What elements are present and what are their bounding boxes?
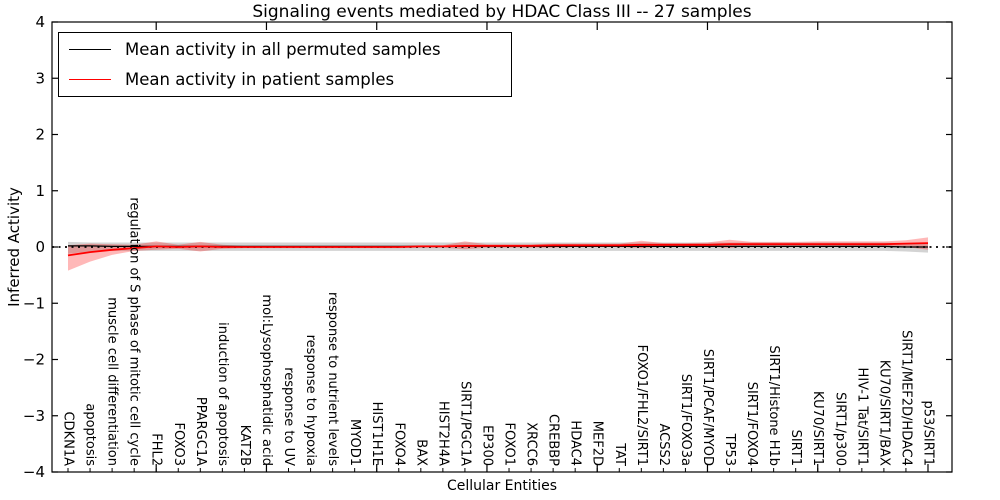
x-category-label: muscle cell differentiation	[105, 297, 120, 466]
y-tick-label: 0	[35, 238, 45, 256]
y-tick-label: −2	[23, 351, 45, 369]
x-category-label: FOXO1/FHL2/SIRT1	[634, 345, 649, 466]
y-tick-label: −4	[23, 463, 45, 481]
x-category-label: SIRT1/MEF2D/HDAC4	[898, 330, 913, 466]
x-category-label: p53/SIRT1	[921, 400, 936, 466]
x-category-label: ACSS2	[656, 423, 671, 466]
x-category-label: TP53	[722, 433, 737, 466]
legend-item-patient: Mean activity in patient samples	[59, 66, 511, 94]
chart-title: Signaling events mediated by HDAC Class …	[252, 2, 752, 22]
x-category-label: SIRT1/p300	[832, 392, 847, 466]
x-category-label: FHL2	[149, 433, 164, 466]
series-line-1	[67, 242, 929, 257]
x-category-label: KU70/SIRT1/BAX	[876, 360, 891, 466]
x-category-label: apoptosis	[83, 403, 98, 466]
x-category-label: MEF2D	[590, 421, 605, 466]
legend-label-permuted: Mean activity in all permuted samples	[125, 39, 441, 59]
x-category-label: KU70/SIRT1	[810, 391, 825, 466]
x-category-label: SIRT1/PGC1A	[457, 381, 472, 466]
x-category-label: response to UV	[281, 367, 296, 466]
x-axis-title: Cellular Entities	[446, 478, 558, 494]
x-category-label: HIV-1 Tat/SIRT1	[854, 368, 869, 466]
x-category-label: SIRT1/FOXO4	[744, 382, 759, 466]
y-axis-title: Inferred Activity	[5, 187, 23, 307]
x-category-label: mol:Lysophosphatidic acid	[259, 294, 274, 466]
x-category-label: TAT	[612, 442, 627, 466]
x-category-label: MYOD1	[347, 419, 362, 466]
series-band-1	[68, 237, 928, 271]
legend-line-permuted-icon	[69, 48, 111, 50]
x-category-label: HIST2H4A	[435, 401, 450, 466]
x-category-label: HIST1H1E	[369, 402, 384, 466]
legend-label-patient: Mean activity in patient samples	[125, 70, 395, 90]
x-category-label: CREBBP	[546, 414, 561, 466]
y-tick-label: 4	[35, 13, 45, 31]
y-tick-label: 1	[35, 182, 45, 200]
x-category-label: induction of apoptosis	[215, 322, 230, 466]
x-category-label: SIRT1/Histone H1b	[766, 345, 781, 466]
x-category-label: SIRT1/PCAF/MYOD	[700, 349, 715, 466]
legend-line-patient-icon	[69, 79, 111, 81]
x-category-label: SIRT1	[788, 430, 803, 466]
x-category-label: SIRT1/FOXO3a	[678, 374, 693, 466]
x-category-label: FOXO3	[171, 423, 186, 466]
x-category-label: BAX	[413, 439, 428, 466]
x-category-label: FOXO4	[391, 423, 406, 466]
x-category-label: regulation of S phase of mitotic cell cy…	[127, 197, 142, 466]
x-category-label: response to nutrient levels	[325, 292, 340, 466]
x-category-label: XRCC6	[524, 422, 539, 466]
x-category-label: PPARGC1A	[193, 397, 208, 466]
legend: Mean activity in all permuted samples Me…	[58, 32, 512, 97]
x-category-label: HDAC4	[568, 420, 583, 466]
x-category-label: FOXO1	[502, 423, 517, 466]
y-tick-label: −3	[23, 407, 45, 425]
x-category-label: EP300	[480, 425, 495, 466]
x-category-label: KAT2B	[237, 425, 252, 466]
y-tick-label: 3	[35, 69, 45, 87]
x-category-label: CDKN1A	[61, 411, 76, 466]
legend-item-permuted: Mean activity in all permuted samples	[59, 35, 511, 63]
y-tick-label: −1	[23, 294, 45, 312]
y-tick-label: 2	[35, 126, 45, 144]
x-category-label: response to hypoxia	[303, 335, 318, 466]
